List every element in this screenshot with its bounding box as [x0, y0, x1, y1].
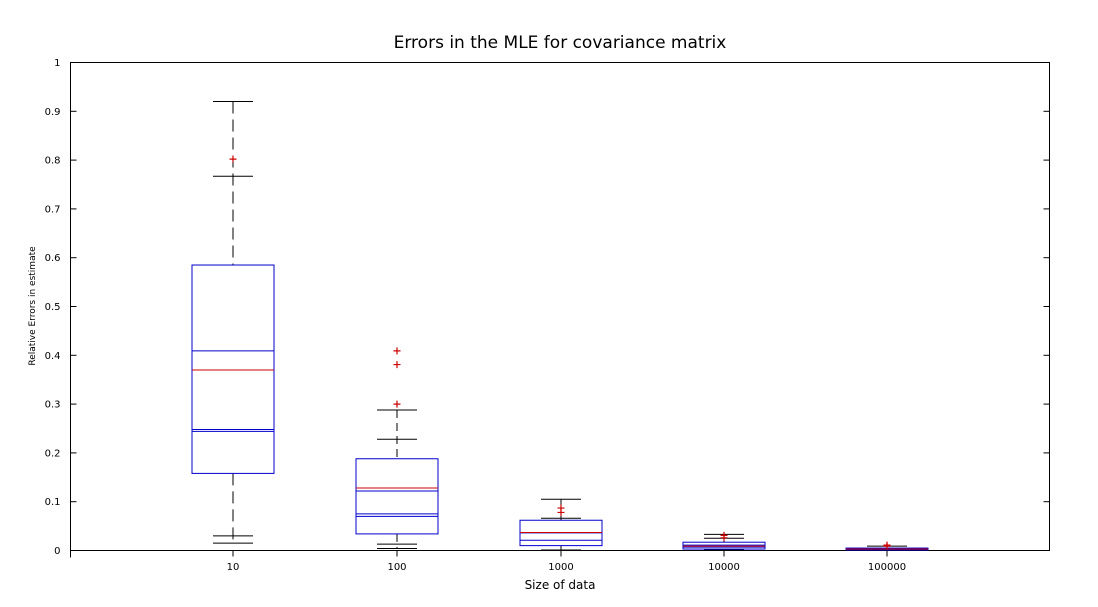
outlier-marker [393, 361, 401, 369]
box-group-10 [191, 101, 275, 544]
y-tick-label: 1 [54, 58, 60, 69]
y-tick-label: 0.2 [45, 448, 61, 459]
x-tick-label: 100000 [868, 562, 906, 573]
box-group-100000 [845, 541, 929, 551]
chart-title: Errors in the MLE for covariance matrix [394, 33, 727, 53]
outlier-marker [393, 400, 401, 408]
box-iqr [355, 458, 439, 535]
y-tick-label: 0.9 [45, 107, 61, 118]
outlier-marker [720, 534, 728, 542]
box-series [191, 101, 929, 551]
outlier-marker [557, 508, 565, 516]
y-tick-label: 0.7 [45, 204, 61, 215]
y-tick-label: 0 [54, 546, 60, 557]
y-tick-label: 0.1 [45, 497, 61, 508]
x-tick-label: 100 [387, 562, 406, 573]
y-tick-label: 0.6 [45, 253, 61, 264]
box-iqr [191, 264, 275, 474]
outlier-marker [883, 542, 891, 550]
x-tick-label: 10 [227, 562, 240, 573]
y-axis-ticks: 0 0.1 0.2 0.3 0.4 0.5 0.6 0.7 0.8 0.9 1 [45, 58, 1050, 557]
x-tick-label: 10000 [708, 562, 740, 573]
x-axis-ticks: 10 100 1000 10000 100000 [70, 550, 906, 573]
outlier-marker [229, 155, 237, 163]
y-tick-label: 0.8 [45, 156, 61, 167]
plot-area-frame [70, 62, 1050, 551]
y-axis-label: Relative Errors in estimate [28, 246, 38, 366]
box-group-1000 [519, 498, 603, 551]
box-group-100 [355, 347, 439, 550]
y-tick-label: 0.5 [45, 302, 61, 313]
box-group-10000 [682, 531, 766, 551]
x-tick-label: 1000 [548, 562, 573, 573]
y-tick-label: 0.4 [45, 351, 61, 362]
y-tick-label: 0.3 [45, 400, 61, 411]
x-axis-label: Size of data [525, 578, 596, 592]
outlier-marker [393, 347, 401, 355]
